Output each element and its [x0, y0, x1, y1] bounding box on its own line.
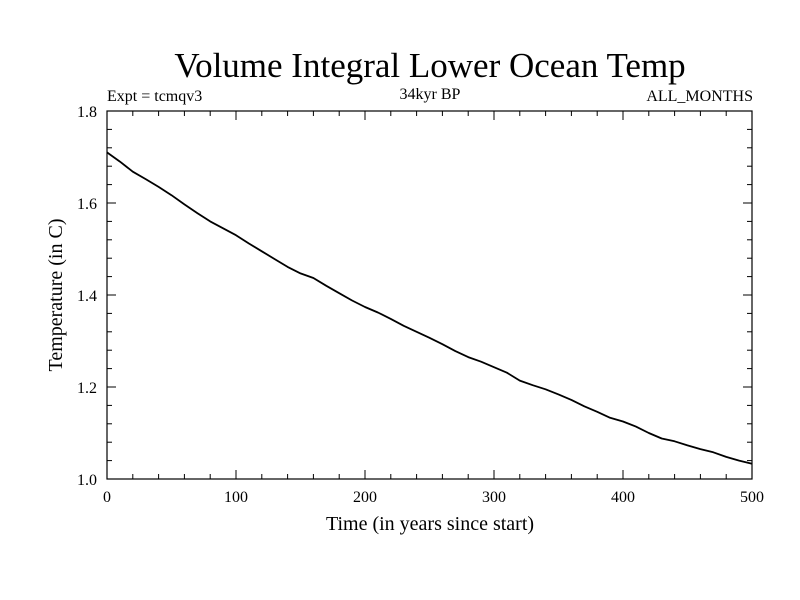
- series-line-0: [106, 151, 753, 465]
- subtitle-right: ALL_MONTHS: [646, 88, 753, 105]
- x-tick-label: 0: [103, 489, 111, 506]
- y-tick-label: 1.0: [77, 472, 97, 489]
- y-tick-label: 1.2: [77, 380, 97, 397]
- plot-frame: [106, 110, 753, 480]
- x-axis-label: Time (in years since start): [326, 513, 534, 535]
- y-tick-label: 1.6: [77, 196, 97, 213]
- chart-title: Volume Integral Lower Ocean Temp: [174, 46, 685, 85]
- y-tick-label: 1.4: [77, 288, 97, 305]
- series-layer: [106, 151, 753, 465]
- axis-tick-labels: 0 100 200 300 400 500 1.0 1.2 1.4 1.6 1.8: [77, 104, 764, 506]
- x-tick-label: 100: [224, 489, 248, 506]
- x-tick-label: 300: [482, 489, 506, 506]
- y-tick-label: 1.8: [77, 104, 97, 121]
- x-tick-label: 400: [611, 489, 635, 506]
- subtitle-center: 34kyr BP: [400, 86, 461, 103]
- x-tick-label: 500: [740, 489, 764, 506]
- x-tick-label: 200: [353, 489, 377, 506]
- subtitle-left: Expt = tcmqv3: [107, 88, 202, 105]
- axis-ticks: [106, 110, 753, 480]
- y-axis-label: Temperature (in C): [45, 219, 67, 372]
